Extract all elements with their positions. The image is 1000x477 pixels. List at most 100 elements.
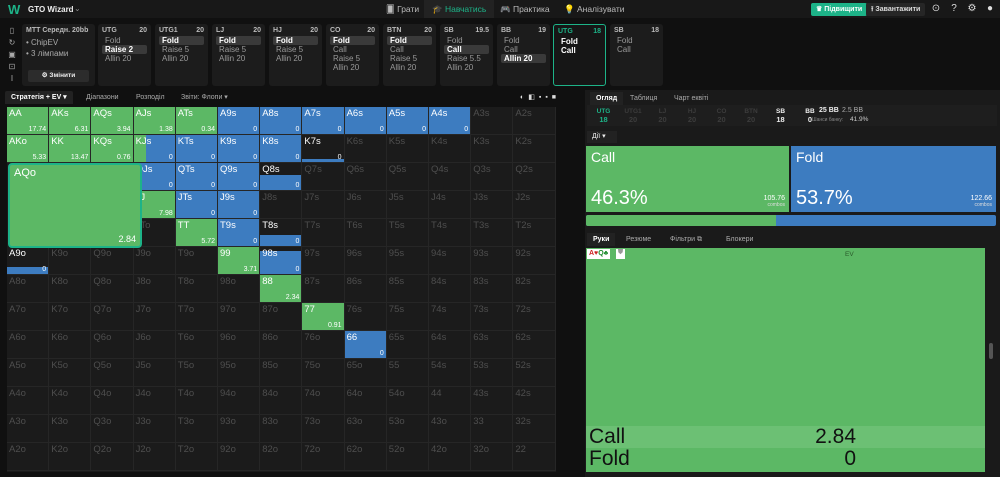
hand-cell[interactable]: Q3o: [91, 415, 134, 443]
hand-cell[interactable]: A2s: [513, 107, 556, 135]
hand-cell[interactable]: J5s: [386, 191, 429, 219]
tab-distribution[interactable]: Розподіл: [136, 94, 165, 101]
hand-cell[interactable]: 83s: [471, 275, 514, 303]
hand-cell[interactable]: J3o: [133, 415, 176, 443]
hand-cell[interactable]: JTo: [133, 219, 176, 247]
hand-cell[interactable]: K3s: [471, 135, 514, 163]
action-option[interactable]: Raise 5: [276, 45, 304, 54]
hand-cell[interactable]: 82o: [260, 443, 303, 471]
hand-cell[interactable]: J5o: [133, 359, 176, 387]
tab-blockers[interactable]: Блокери: [726, 236, 754, 243]
hand-cell[interactable]: 74s: [429, 303, 472, 331]
hand-cell[interactable]: J6s: [344, 191, 387, 219]
hand-cell[interactable]: J9o: [133, 247, 176, 275]
hand-cell[interactable]: 97o: [218, 303, 261, 331]
tab-hands[interactable]: Руки: [587, 233, 616, 246]
hand-cell[interactable]: KK 13.47: [49, 135, 92, 163]
action-option[interactable]: Call: [333, 45, 347, 54]
hand-cell[interactable]: A3o: [7, 415, 50, 443]
hand-cell[interactable]: AA 17.74: [7, 107, 50, 135]
action-option[interactable]: Raise 5: [219, 45, 247, 54]
hand-cell[interactable]: T6s: [344, 219, 387, 247]
hand-cell[interactable]: K9o: [49, 247, 92, 275]
action-option[interactable]: Allin 20: [219, 54, 246, 63]
hand-cell[interactable]: K2s: [513, 135, 556, 163]
hand-cell[interactable]: 42o: [429, 443, 472, 471]
hand-cell[interactable]: A6s 0: [344, 107, 387, 135]
hand-cell[interactable]: TT 5.72: [175, 219, 218, 247]
position-card-bb[interactable]: BB 19 Fold Call Allin 20: [497, 24, 550, 86]
hand-cell[interactable]: 43s: [471, 387, 514, 415]
nav-play[interactable]: 🂠 Грати: [386, 4, 420, 14]
hand-cell[interactable]: KJs 0: [133, 135, 176, 163]
hand-cell[interactable]: 95s: [386, 247, 429, 275]
hand-cell[interactable]: 87o: [260, 303, 303, 331]
action-option[interactable]: Raise 5.5: [447, 54, 481, 63]
action-option[interactable]: Allin 20: [162, 54, 189, 63]
position-card-utg1[interactable]: UTG1 20 Fold Raise 5 Allin 20: [155, 24, 208, 86]
hand-cell[interactable]: T2o: [175, 443, 218, 471]
nav-analyze[interactable]: 💡 Аналізувати: [564, 4, 625, 14]
tab-equity-chart[interactable]: Чарт еквіті: [674, 95, 709, 102]
action-option[interactable]: Allin 20: [276, 54, 303, 63]
action-option[interactable]: Allin 20: [333, 63, 360, 72]
hand-cell[interactable]: Q9s 0: [218, 163, 261, 191]
hand-cell[interactable]: Q4o: [91, 387, 134, 415]
hand-cell[interactable]: A5o: [7, 359, 50, 387]
stack-lj[interactable]: LJ 20: [649, 106, 676, 125]
hand-cell[interactable]: 99 3.71: [218, 247, 261, 275]
hand-cell[interactable]: 53s: [471, 359, 514, 387]
action-option[interactable]: Allin 20: [501, 54, 546, 63]
hand-cell[interactable]: ATs 0.34: [175, 107, 218, 135]
action-option[interactable]: Raise 5: [162, 45, 190, 54]
hand-cell[interactable]: Q2o: [91, 443, 134, 471]
hand-cell[interactable]: 96s: [344, 247, 387, 275]
action-option[interactable]: Call: [444, 45, 489, 54]
hand-cell[interactable]: 73s: [471, 303, 514, 331]
hand-cell[interactable]: 73o: [302, 415, 345, 443]
hand-cell[interactable]: AKo 5.33: [7, 135, 50, 163]
action-option[interactable]: Call: [617, 45, 631, 54]
logo[interactable]: W: [8, 2, 21, 17]
hand-cell[interactable]: T9s 0: [218, 219, 261, 247]
hand-cell[interactable]: T9o: [175, 247, 218, 275]
hand-cell[interactable]: 52s: [513, 359, 556, 387]
hand-cell[interactable]: Q6s: [344, 163, 387, 191]
position-card-hj[interactable]: HJ 20 Fold Raise 5 Allin 20: [269, 24, 322, 86]
hovered-hand-cell[interactable]: AQo 2.84: [8, 163, 142, 248]
action-option[interactable]: Allin 20: [447, 63, 474, 72]
position-card-sb[interactable]: SB 19.5 Fold Call Raise 5.5 Allin 20: [440, 24, 493, 86]
action-option[interactable]: Fold: [387, 36, 432, 45]
hand-cell[interactable]: K4o: [49, 387, 92, 415]
hand-cell[interactable]: Q4s: [429, 163, 472, 191]
actions-dropdown[interactable]: Дії ▾: [587, 131, 617, 143]
tab-ranges[interactable]: Діапазони: [86, 94, 119, 101]
hand-cell[interactable]: 92s: [513, 247, 556, 275]
hand-cell[interactable]: 62o: [344, 443, 387, 471]
hand-cell[interactable]: K7o: [49, 303, 92, 331]
hand-cell[interactable]: J2s: [513, 191, 556, 219]
hand-cell[interactable]: 97s: [302, 247, 345, 275]
hand-cell[interactable]: 98o: [218, 275, 261, 303]
hand-cell[interactable]: Q7s: [302, 163, 345, 191]
hand-cell[interactable]: J8o: [133, 275, 176, 303]
hand-cell[interactable]: Q5s: [386, 163, 429, 191]
stack-sb[interactable]: SB 18: [767, 106, 794, 125]
tab-filters[interactable]: Фільтри ⧉: [670, 236, 703, 243]
hand-cell[interactable]: 63o: [344, 415, 387, 443]
stack-utg1[interactable]: UTG1 20: [619, 106, 647, 125]
hand-cell[interactable]: 33: [471, 415, 514, 443]
hand-cell[interactable]: 75o: [302, 359, 345, 387]
hand-cell[interactable]: 87s: [302, 275, 345, 303]
hand-cell[interactable]: J2o: [133, 443, 176, 471]
hand-cell[interactable]: 64s: [429, 331, 472, 359]
help-icon[interactable]: ?: [951, 3, 957, 14]
hand-cell[interactable]: K3o: [49, 415, 92, 443]
hand-cell[interactable]: 82s: [513, 275, 556, 303]
hand-cell[interactable]: Q7o: [91, 303, 134, 331]
hand-cell[interactable]: Q9o: [91, 247, 134, 275]
scrollbar-thumb[interactable]: [989, 343, 993, 359]
hand-cell[interactable]: 77 0.91: [302, 303, 345, 331]
hand-cell[interactable]: Q5o: [91, 359, 134, 387]
hand-cell[interactable]: 52o: [386, 443, 429, 471]
